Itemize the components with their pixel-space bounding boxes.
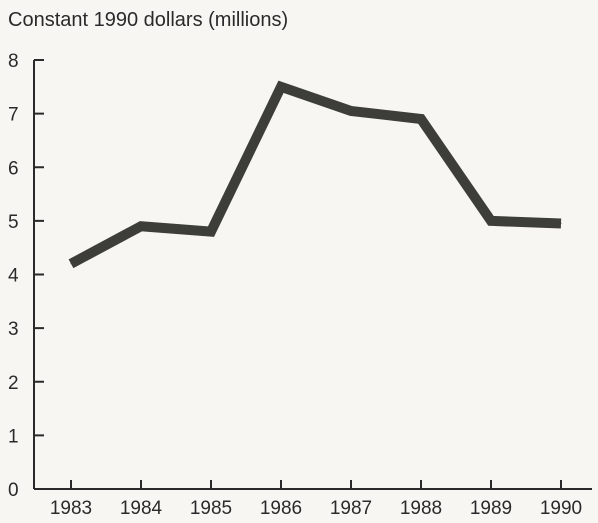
x-tick-label: 1986 [260,498,302,519]
y-tick-label: 4 [8,266,19,287]
x-tick-label: 1989 [470,498,512,519]
y-tick-label: 8 [8,51,19,72]
data-point [420,118,422,120]
data-point [560,223,562,225]
y-tick-label: 6 [8,158,19,179]
data-point [350,110,352,112]
x-tick-label: 1985 [190,498,232,519]
x-tick-label: 1990 [540,498,582,519]
x-tick-label: 1984 [120,498,163,519]
y-tick-label: 2 [8,373,19,394]
y-axis-ticks: 0 1 2 3 4 5 6 7 8 [8,51,44,501]
y-tick-label: 0 [8,480,19,501]
data-point [280,86,282,88]
x-tick-label: 1987 [330,498,372,519]
x-tick-label: 1988 [400,498,442,519]
data-point [490,220,492,222]
data-point [210,231,212,233]
x-axis-ticks: 1983 1984 1985 1986 1987 1988 1989 1990 [50,480,582,519]
data-point [140,225,142,227]
chart-title: Constant 1990 dollars (millions) [8,9,288,31]
y-tick-label: 3 [8,319,19,340]
y-tick-label: 7 [8,105,19,126]
series-line [68,80,562,269]
data-point [70,263,72,265]
x-tick-label: 1983 [50,498,92,519]
y-tick-label: 1 [8,426,19,447]
axes [33,60,592,490]
y-tick-label: 5 [8,212,19,233]
series-group [68,80,562,269]
